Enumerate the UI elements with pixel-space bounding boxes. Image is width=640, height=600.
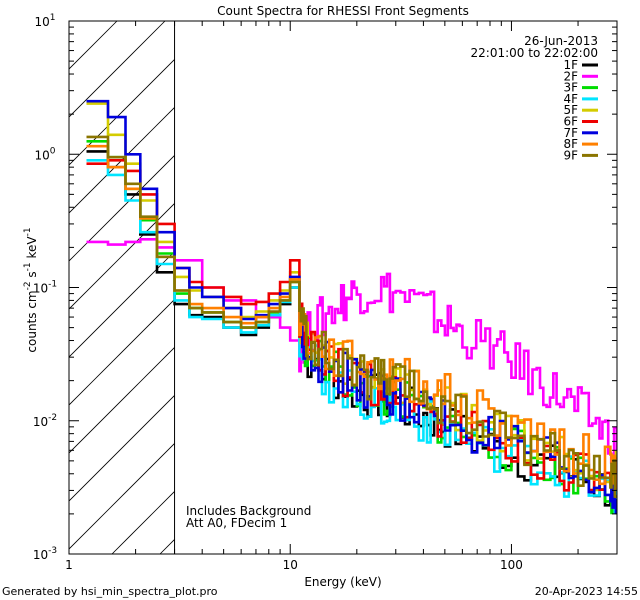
hatched-background-region (69, 21, 175, 554)
legend-label-7F: 7F (563, 126, 578, 140)
legend-label-9F: 9F (563, 148, 578, 162)
hatch-line (69, 106, 175, 214)
legend-label-1F: 1F (563, 58, 578, 72)
x-tick-label: 1 (65, 558, 73, 572)
x-axis-label: Energy (keV) (304, 575, 381, 589)
footer-timestamp: 20-Apr-2023 14:55 (535, 585, 638, 598)
y-tick-label: 10-3 (33, 546, 57, 562)
chart-title: Count Spectra for RHESSI Front Segments (217, 4, 469, 18)
date-label: 26-Jun-2013 (524, 34, 598, 48)
hatch-line (69, 58, 175, 166)
hatch-line (69, 202, 175, 310)
series-group (86, 99, 617, 515)
y-tick-label: 10-1 (33, 280, 57, 296)
legend-label-8F: 8F (563, 137, 578, 151)
x-tick-label: 100 (500, 558, 523, 572)
time-range-label: 22:01:00 to 22:02:00 (471, 46, 598, 60)
hatch-line (69, 250, 175, 358)
series-line-9F (86, 135, 617, 499)
legend-label-4F: 4F (563, 92, 578, 106)
legend-label-3F: 3F (563, 81, 578, 95)
footer-generated-by: Generated by hsi_min_spectra_plot.pro (2, 585, 218, 598)
y-tick-label: 10-2 (33, 413, 57, 429)
svg-text:counts cm-2 s-1 keV-1: counts cm-2 s-1 keV-1 (23, 227, 39, 352)
y-tick-label: 101 (34, 13, 55, 29)
x-tick-label: 10 (283, 558, 298, 572)
hatch-line (69, 21, 166, 118)
note-background: Includes Background (186, 504, 311, 518)
legend-label-6F: 6F (563, 115, 578, 129)
y-axis-label: counts cm-2 s-1 keV-1 (23, 227, 39, 352)
note-attenuator: Att A0, FDecim 1 (186, 516, 287, 530)
hatch-line (69, 442, 175, 550)
legend-label-2F: 2F (563, 69, 578, 83)
y-tick-label: 100 (34, 146, 55, 162)
axis-ticks: 1 10 100 10-3 10-2 10-1 100 101 (33, 13, 618, 572)
legend-label-5F: 5F (563, 103, 578, 117)
hatch-line (69, 394, 175, 502)
